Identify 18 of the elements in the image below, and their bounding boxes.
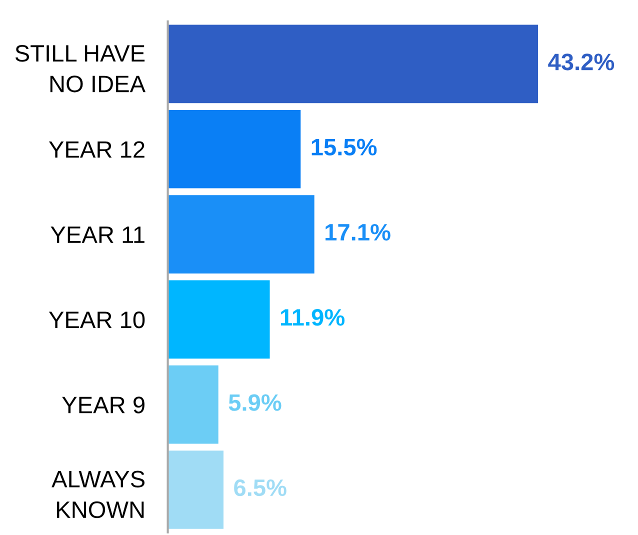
data-label: 15.5% [312,138,377,156]
data-label: 43.2% [548,54,614,70]
bar [168,195,314,274]
bar [168,365,218,444]
data-label: 5.9% [228,394,282,411]
data-label: 6.5% [234,479,286,496]
y-tick-label: STILL HAVE NO IDEA [15,45,146,92]
y-tick-label: YEAR 9 [62,396,144,414]
bar [168,110,301,188]
bar [168,24,538,104]
y-tick-label: YEAR 11 [50,226,144,243]
data-label: 17.1% [326,224,390,241]
data-label: 11.9% [280,309,345,326]
y-tick-label: YEAR 10 [48,312,145,328]
y-tick-label: YEAR 12 [48,141,144,158]
y-tick-label: ALWAYS KNOWN [52,470,144,518]
bar [168,450,224,529]
bar [168,280,270,359]
